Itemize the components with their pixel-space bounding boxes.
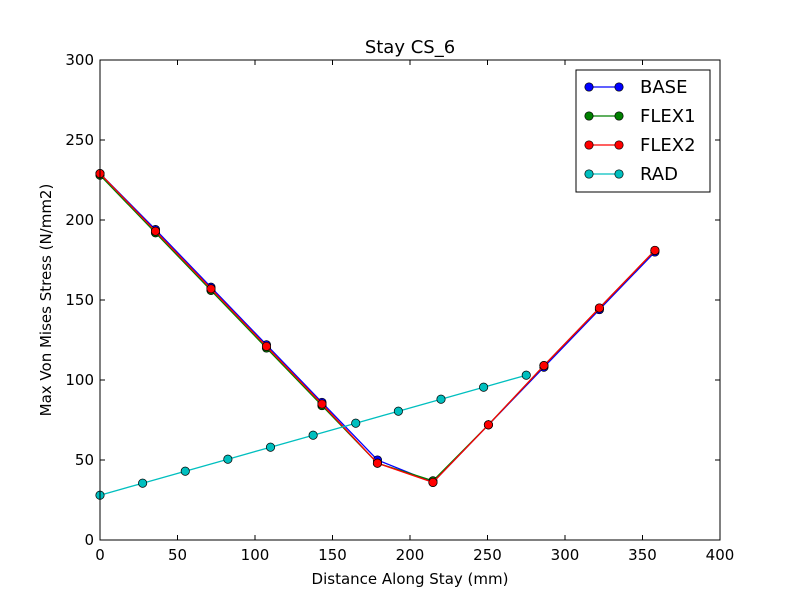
chart-title: Stay CS_6	[365, 37, 455, 58]
y-tick-label: 0	[84, 531, 94, 549]
legend-marker-base	[584, 82, 594, 92]
y-tick-label: 300	[65, 51, 94, 69]
legend-label-base: BASE	[640, 77, 687, 98]
data-point-flex2	[650, 245, 660, 255]
legend-box	[575, 69, 711, 193]
data-point-flex2	[206, 284, 216, 294]
x-tick-label: 350	[628, 546, 657, 564]
legend-label-rad: RAD	[640, 164, 678, 185]
data-point-rad	[479, 382, 489, 392]
data-point-rad	[138, 478, 148, 488]
legend: BASE FLEX1 FLEX2 RAD	[575, 69, 711, 193]
x-axis-label: Distance Along Stay (mm)	[312, 570, 509, 588]
data-point-rad	[351, 418, 361, 428]
data-point-flex2	[594, 303, 604, 313]
x-tick-label: 300	[551, 546, 580, 564]
legend-marker-rad	[614, 169, 624, 179]
data-point-rad	[436, 394, 446, 404]
legend-marker-flex1	[614, 111, 624, 121]
legend-marker-rad	[584, 169, 594, 179]
legend-label-flex1: FLEX1	[640, 106, 696, 127]
y-tick-label: 150	[65, 291, 94, 309]
y-tick-label: 250	[65, 131, 94, 149]
data-point-rad	[521, 370, 531, 380]
y-tick-label: 50	[75, 451, 94, 469]
legend-marker-flex1	[584, 111, 594, 121]
y-tick-label: 100	[65, 371, 94, 389]
x-tick-label: 50	[168, 546, 187, 564]
x-tick-label: 200	[396, 546, 425, 564]
data-point-rad	[265, 442, 276, 452]
legend-marker-flex2	[614, 140, 624, 150]
data-point-flex2	[150, 226, 161, 236]
x-tick-label: 400	[706, 546, 735, 564]
data-point-rad	[180, 466, 190, 476]
legend-marker-base	[614, 82, 624, 92]
plot-area	[95, 169, 660, 500]
data-point-flex2	[483, 420, 493, 430]
x-tick-label: 150	[318, 546, 347, 564]
x-tick-label: 0	[95, 546, 105, 564]
legend-marker-flex2	[584, 140, 594, 150]
data-point-flex2	[372, 458, 382, 468]
x-tick-label: 100	[241, 546, 270, 564]
y-tick-label: 200	[65, 211, 94, 229]
x-tick-label: 250	[473, 546, 502, 564]
data-point-flex2	[428, 477, 438, 487]
axis-ticks: 0 50 100 150 200 250 300 350 400 0 50 100 150 200 250 3…	[65, 51, 734, 564]
data-point-flex2	[261, 341, 272, 351]
y-axis-label: Max Von Mises Stress (N/mm2)	[37, 184, 55, 417]
data-point-flex2	[317, 399, 327, 409]
legend-label-flex2: FLEX2	[640, 135, 696, 156]
data-point-rad	[393, 406, 403, 416]
data-point-rad	[223, 454, 233, 464]
data-point-rad	[308, 430, 318, 440]
data-point-flex2	[539, 361, 549, 371]
